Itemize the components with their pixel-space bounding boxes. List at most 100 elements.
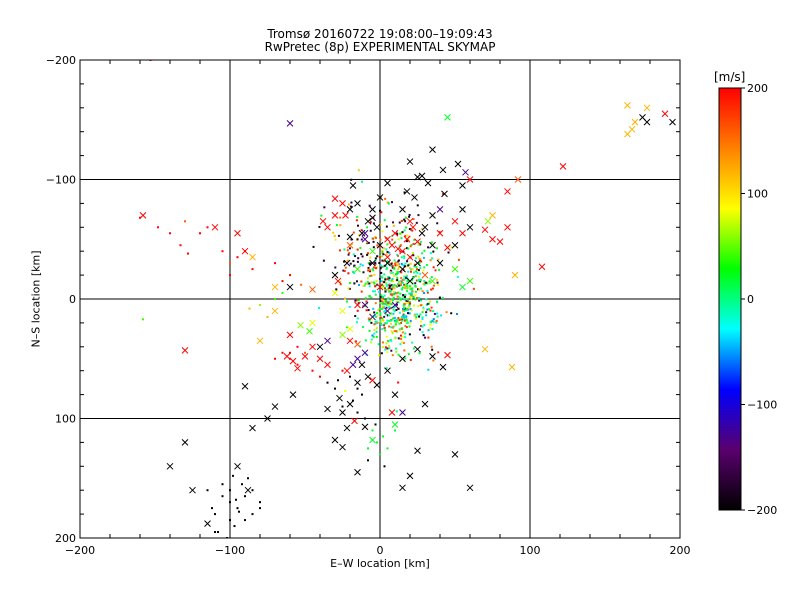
data-point bbox=[369, 229, 372, 232]
data-point bbox=[362, 284, 365, 287]
data-point bbox=[367, 318, 370, 321]
data-point bbox=[368, 285, 371, 288]
data-point bbox=[387, 284, 390, 287]
data-point bbox=[364, 417, 366, 420]
data-point bbox=[392, 296, 395, 299]
data-point bbox=[405, 265, 408, 268]
data-point bbox=[378, 256, 381, 259]
data-point bbox=[318, 306, 321, 309]
data-point-x bbox=[459, 182, 466, 189]
data-point-x bbox=[451, 450, 459, 458]
data-point bbox=[289, 357, 291, 360]
data-point bbox=[386, 250, 389, 253]
data-point bbox=[415, 317, 418, 320]
data-point bbox=[403, 218, 406, 221]
data-point bbox=[337, 379, 339, 382]
data-point bbox=[354, 315, 357, 318]
x-marker-stroke bbox=[459, 206, 466, 213]
data-point-x bbox=[466, 484, 474, 492]
data-point-x bbox=[399, 247, 406, 255]
data-point bbox=[392, 308, 395, 311]
x-marker-stroke bbox=[324, 361, 331, 369]
data-point bbox=[360, 229, 363, 232]
data-point bbox=[356, 248, 359, 251]
data-point bbox=[430, 241, 433, 244]
data-point bbox=[233, 525, 236, 528]
data-point bbox=[411, 268, 414, 271]
data-point bbox=[450, 246, 453, 249]
data-point-x bbox=[384, 253, 391, 261]
x-marker-stroke bbox=[508, 363, 516, 371]
data-point bbox=[383, 219, 386, 222]
x-marker-stroke bbox=[466, 176, 474, 183]
data-point bbox=[403, 309, 406, 312]
data-point-x bbox=[481, 345, 489, 353]
x-marker-stroke bbox=[331, 289, 339, 297]
data-point-x bbox=[559, 163, 567, 170]
data-point bbox=[409, 288, 412, 291]
data-point bbox=[357, 169, 360, 172]
x-marker-stroke bbox=[339, 331, 346, 339]
x-marker-stroke bbox=[429, 277, 436, 285]
data-point bbox=[421, 311, 424, 314]
data-point bbox=[402, 335, 405, 338]
x-marker-stroke bbox=[639, 114, 646, 121]
chart-subtitle: RwPretec (8p) EXPERIMENTAL SKYMAP bbox=[264, 40, 496, 54]
data-point bbox=[367, 309, 370, 312]
data-point bbox=[401, 281, 404, 284]
data-point-x bbox=[234, 229, 241, 237]
data-point bbox=[409, 262, 412, 265]
data-point bbox=[404, 226, 407, 229]
data-point bbox=[356, 299, 359, 302]
data-point bbox=[229, 519, 231, 522]
data-point-x bbox=[403, 235, 411, 243]
data-point bbox=[385, 248, 388, 251]
data-point-x bbox=[384, 259, 391, 267]
data-point bbox=[367, 459, 369, 462]
data-point bbox=[410, 291, 413, 294]
x-marker-stroke bbox=[364, 373, 372, 381]
data-point bbox=[403, 314, 406, 317]
data-point-x bbox=[319, 217, 327, 225]
data-point bbox=[296, 363, 299, 366]
data-point bbox=[382, 435, 384, 438]
colorbar-unit: [m/s] bbox=[714, 70, 746, 84]
x-marker-stroke bbox=[459, 229, 466, 237]
data-point bbox=[370, 321, 373, 324]
x-marker-stroke bbox=[343, 259, 351, 267]
x-marker-stroke bbox=[331, 436, 339, 444]
x-marker-stroke bbox=[331, 195, 339, 202]
data-point bbox=[387, 303, 390, 306]
data-point bbox=[429, 300, 432, 303]
data-point bbox=[187, 252, 189, 255]
data-point-x bbox=[373, 381, 381, 389]
data-point-x bbox=[324, 361, 331, 369]
data-point bbox=[379, 453, 381, 456]
data-point bbox=[387, 202, 390, 205]
data-point bbox=[393, 287, 396, 290]
data-point bbox=[349, 205, 352, 208]
data-point bbox=[383, 327, 386, 330]
data-point bbox=[390, 279, 393, 282]
data-point bbox=[411, 287, 414, 290]
data-point bbox=[396, 254, 399, 257]
data-point bbox=[406, 284, 409, 287]
data-point-x bbox=[454, 160, 462, 168]
data-point-x bbox=[346, 337, 354, 345]
data-point-x bbox=[324, 405, 331, 413]
x-marker-stroke bbox=[309, 286, 316, 293]
x-marker-stroke bbox=[331, 211, 339, 219]
data-point bbox=[374, 290, 377, 293]
y-tick-label: 200 bbox=[55, 532, 76, 545]
data-point bbox=[419, 304, 422, 307]
x-marker-stroke bbox=[286, 331, 294, 339]
x-marker-stroke bbox=[406, 158, 414, 165]
data-point bbox=[391, 201, 394, 204]
data-point bbox=[401, 341, 404, 344]
data-point bbox=[373, 323, 376, 326]
data-point-x bbox=[388, 241, 396, 249]
data-point bbox=[367, 317, 370, 320]
data-point bbox=[392, 290, 395, 293]
data-point bbox=[334, 238, 337, 241]
x-marker-stroke bbox=[489, 211, 496, 219]
